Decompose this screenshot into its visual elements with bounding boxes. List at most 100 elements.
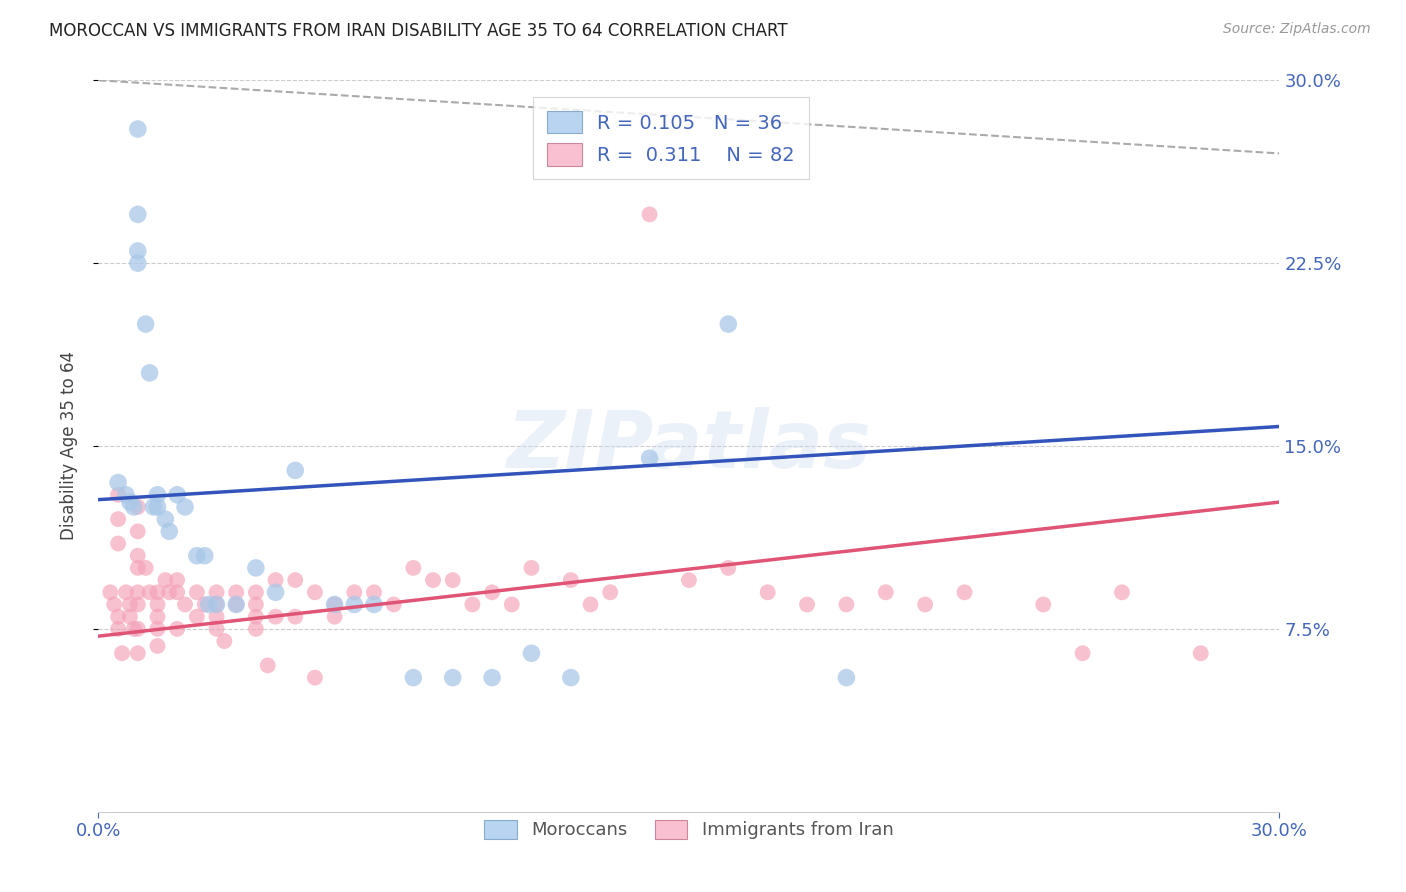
Point bbox=[107, 609, 129, 624]
Point bbox=[481, 671, 503, 685]
Point bbox=[166, 488, 188, 502]
Point bbox=[402, 561, 425, 575]
Point bbox=[323, 609, 346, 624]
Point bbox=[186, 585, 208, 599]
Point bbox=[194, 598, 217, 612]
Point bbox=[186, 549, 208, 563]
Point bbox=[127, 561, 149, 575]
Point bbox=[155, 573, 177, 587]
Point bbox=[304, 671, 326, 685]
Point bbox=[256, 658, 278, 673]
Point bbox=[127, 500, 149, 514]
Point bbox=[914, 598, 936, 612]
Point bbox=[205, 598, 228, 612]
Point bbox=[284, 573, 307, 587]
Point bbox=[363, 585, 385, 599]
Point bbox=[115, 585, 138, 599]
Point bbox=[441, 671, 464, 685]
Point bbox=[138, 585, 160, 599]
Point bbox=[166, 585, 188, 599]
Point bbox=[461, 598, 484, 612]
Point bbox=[875, 585, 897, 599]
Point bbox=[157, 585, 180, 599]
Point bbox=[194, 549, 217, 563]
Point bbox=[118, 598, 141, 612]
Point bbox=[599, 585, 621, 599]
Point bbox=[135, 317, 157, 331]
Point bbox=[1189, 646, 1212, 660]
Text: MOROCCAN VS IMMIGRANTS FROM IRAN DISABILITY AGE 35 TO 64 CORRELATION CHART: MOROCCAN VS IMMIGRANTS FROM IRAN DISABIL… bbox=[49, 22, 787, 40]
Point bbox=[481, 585, 503, 599]
Point bbox=[205, 598, 228, 612]
Point bbox=[146, 488, 169, 502]
Point bbox=[107, 512, 129, 526]
Point bbox=[146, 585, 169, 599]
Point bbox=[304, 585, 326, 599]
Point bbox=[835, 671, 858, 685]
Point bbox=[1111, 585, 1133, 599]
Point bbox=[323, 598, 346, 612]
Point bbox=[264, 573, 287, 587]
Point bbox=[107, 536, 129, 550]
Point bbox=[638, 207, 661, 221]
Point bbox=[118, 495, 141, 509]
Y-axis label: Disability Age 35 to 64: Disability Age 35 to 64 bbox=[59, 351, 77, 541]
Point bbox=[142, 500, 165, 514]
Point bbox=[118, 609, 141, 624]
Point bbox=[186, 609, 208, 624]
Point bbox=[560, 573, 582, 587]
Point bbox=[214, 634, 236, 648]
Point bbox=[127, 122, 149, 136]
Point bbox=[157, 524, 180, 539]
Point bbox=[166, 622, 188, 636]
Point bbox=[225, 598, 247, 612]
Point bbox=[127, 244, 149, 258]
Point bbox=[284, 609, 307, 624]
Point bbox=[174, 500, 197, 514]
Point bbox=[678, 573, 700, 587]
Point bbox=[284, 463, 307, 477]
Point bbox=[225, 598, 247, 612]
Point bbox=[717, 561, 740, 575]
Point bbox=[127, 549, 149, 563]
Point bbox=[127, 598, 149, 612]
Point bbox=[717, 317, 740, 331]
Point bbox=[111, 646, 134, 660]
Point bbox=[146, 609, 169, 624]
Point bbox=[205, 609, 228, 624]
Point bbox=[174, 598, 197, 612]
Point bbox=[127, 207, 149, 221]
Point bbox=[245, 585, 267, 599]
Point bbox=[127, 524, 149, 539]
Point bbox=[520, 646, 543, 660]
Point bbox=[107, 622, 129, 636]
Point bbox=[205, 622, 228, 636]
Point bbox=[146, 622, 169, 636]
Point bbox=[103, 598, 125, 612]
Point bbox=[155, 512, 177, 526]
Point bbox=[127, 622, 149, 636]
Point bbox=[343, 598, 366, 612]
Point bbox=[579, 598, 602, 612]
Point bbox=[115, 488, 138, 502]
Point bbox=[122, 622, 145, 636]
Point bbox=[560, 671, 582, 685]
Point bbox=[146, 639, 169, 653]
Point bbox=[146, 598, 169, 612]
Text: ZIPatlas: ZIPatlas bbox=[506, 407, 872, 485]
Point bbox=[122, 500, 145, 514]
Point bbox=[638, 451, 661, 466]
Point bbox=[245, 622, 267, 636]
Point bbox=[127, 646, 149, 660]
Point bbox=[197, 598, 219, 612]
Point bbox=[520, 561, 543, 575]
Point bbox=[146, 500, 169, 514]
Point bbox=[98, 585, 121, 599]
Point bbox=[323, 598, 346, 612]
Point bbox=[363, 598, 385, 612]
Point bbox=[343, 585, 366, 599]
Point bbox=[264, 609, 287, 624]
Point bbox=[1071, 646, 1094, 660]
Point bbox=[441, 573, 464, 587]
Legend: Moroccans, Immigrants from Iran: Moroccans, Immigrants from Iran bbox=[477, 813, 901, 847]
